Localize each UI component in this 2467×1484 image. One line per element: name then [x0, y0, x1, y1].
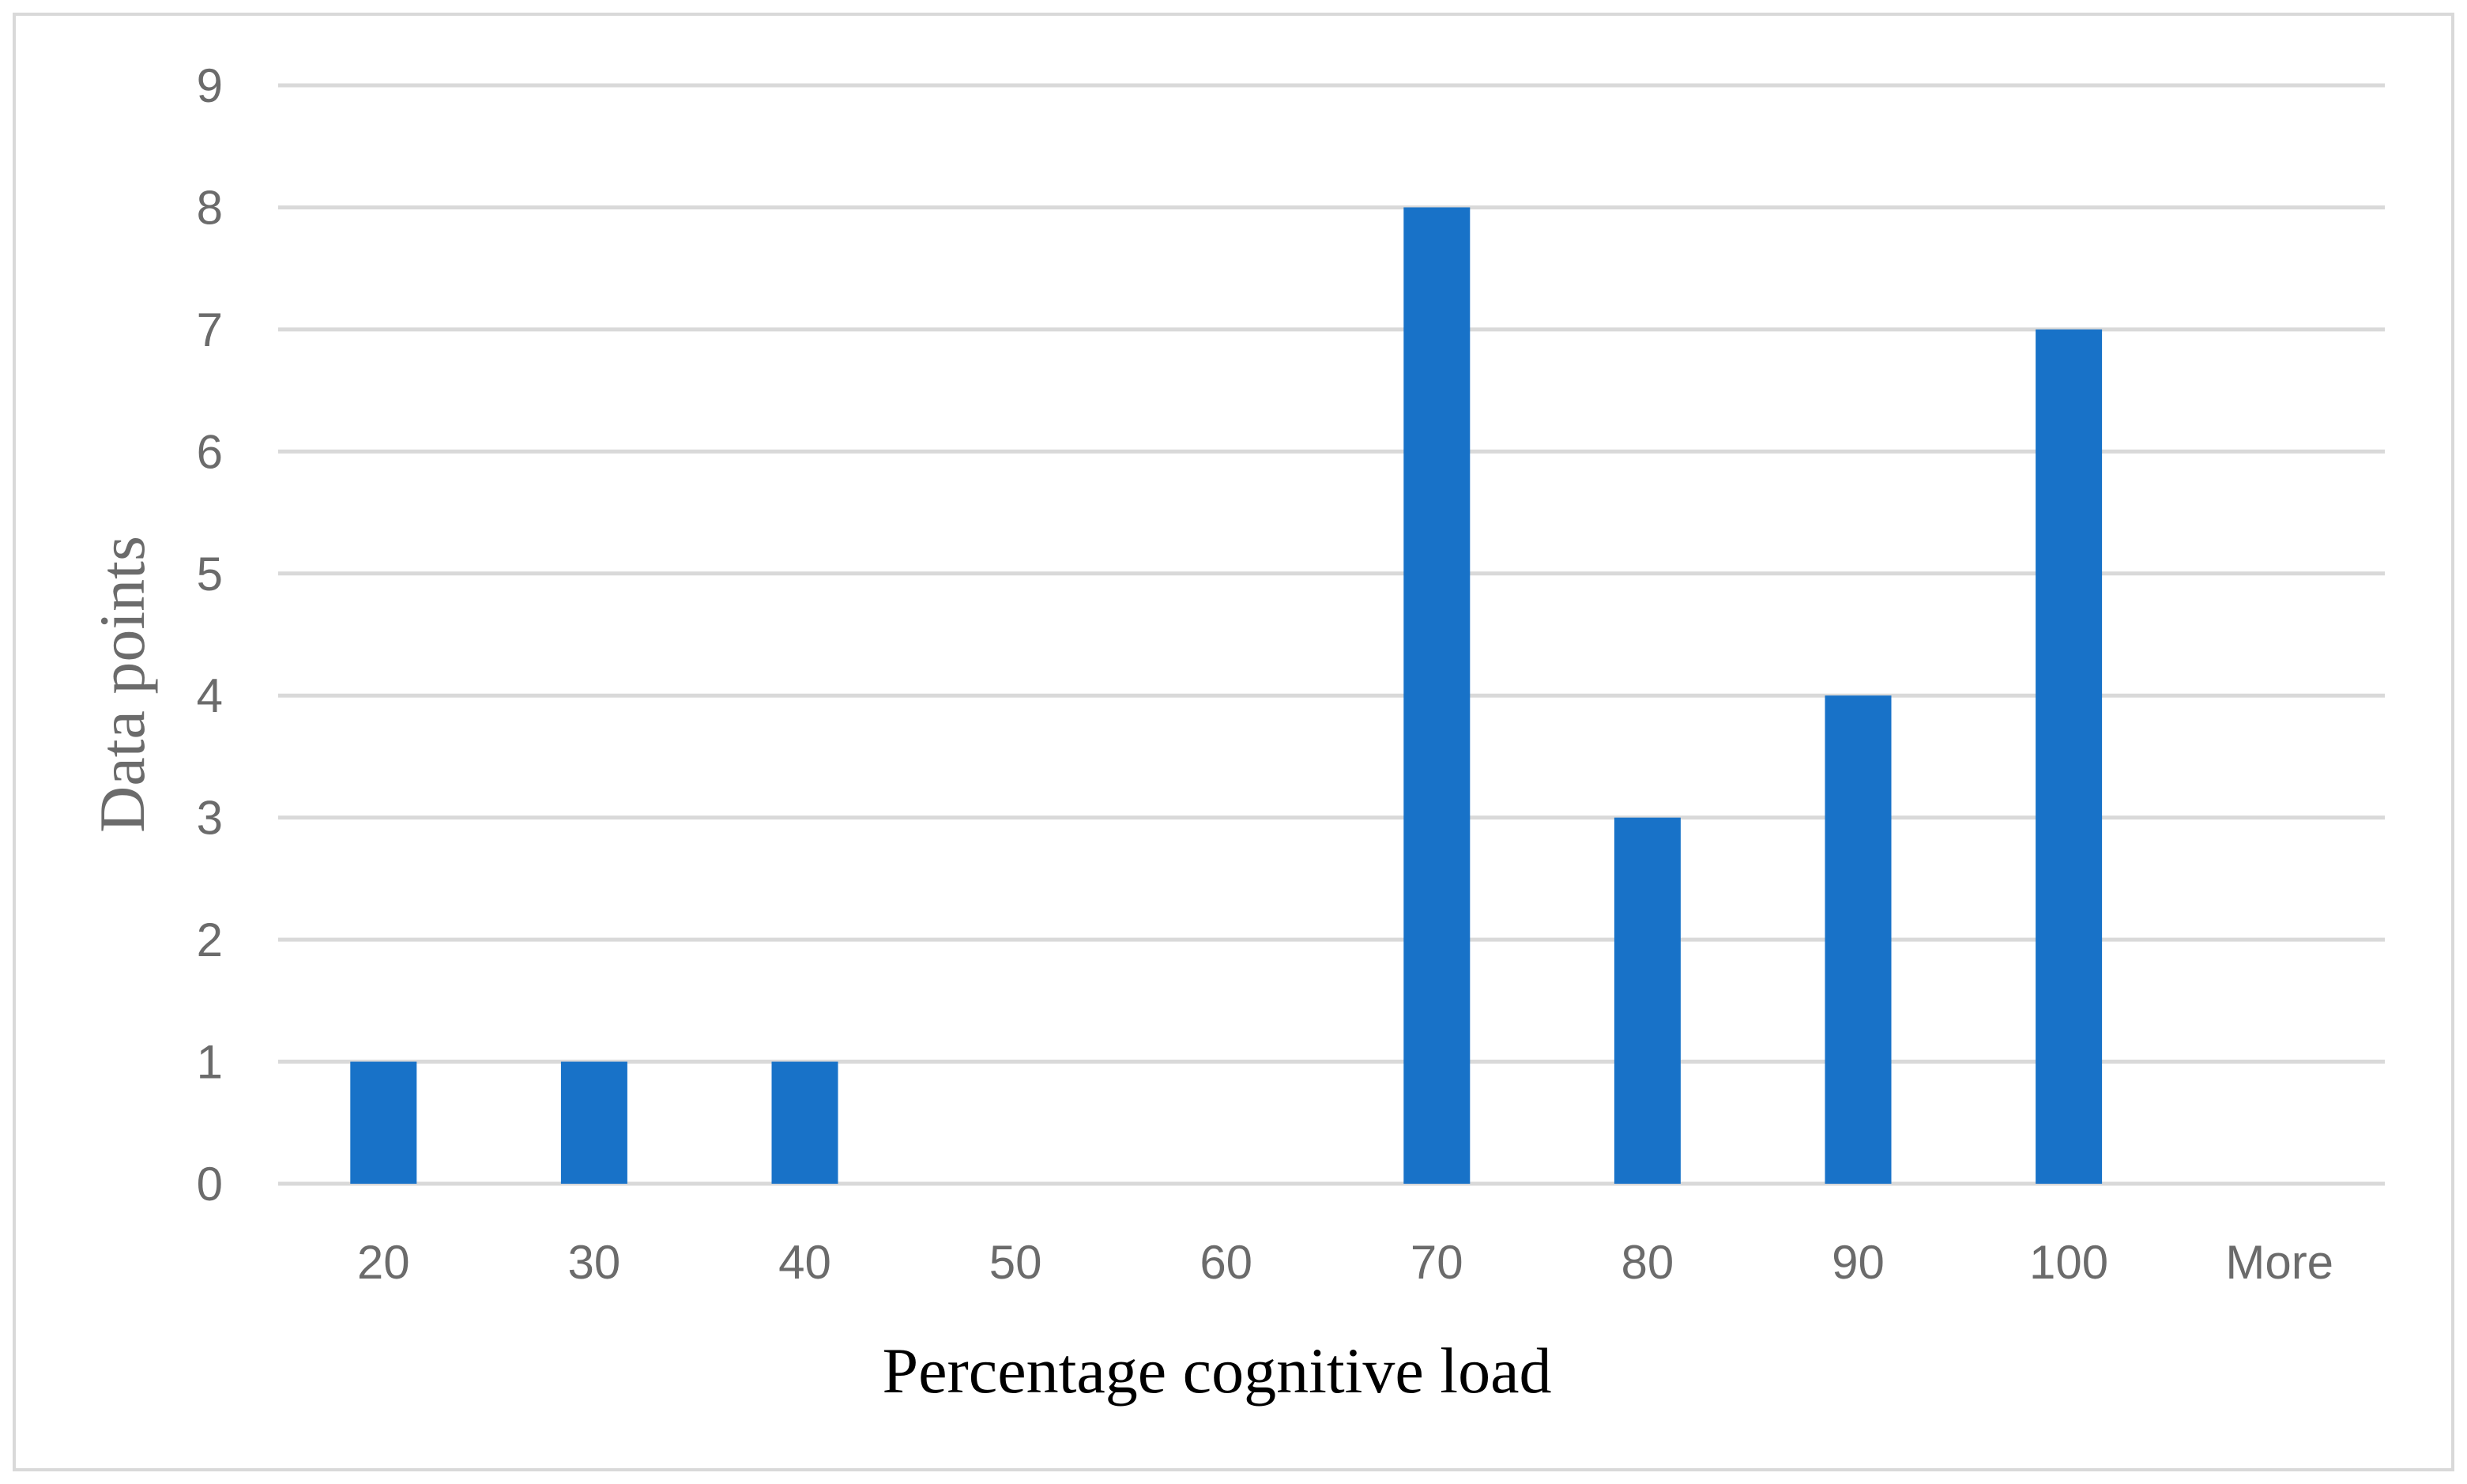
y-tick-label-0: 0 [197, 1158, 223, 1211]
bar-100 [2036, 329, 2103, 1184]
y-tick-label-3: 3 [197, 792, 223, 845]
y-tick-label-2: 2 [197, 913, 223, 966]
x-tick-label-70: 70 [1411, 1236, 1463, 1289]
y-tick-label-5: 5 [197, 548, 223, 601]
bar-80 [1614, 817, 1681, 1184]
x-tick-label-40: 40 [778, 1236, 831, 1289]
y-tick-label-7: 7 [197, 303, 223, 356]
x-tick-label-20: 20 [357, 1236, 410, 1289]
bar-30 [560, 1061, 627, 1184]
x-tick-label-60: 60 [1200, 1236, 1252, 1289]
x-tick-label-more: More [2225, 1236, 2333, 1289]
x-tick-labels: 20 30 40 50 60 70 80 90 100 More [357, 1236, 2333, 1289]
y-tick-label-6: 6 [197, 425, 223, 478]
y-tick-label-4: 4 [197, 669, 223, 722]
y-tick-label-9: 9 [197, 59, 223, 112]
x-tick-label-80: 80 [1621, 1236, 1674, 1289]
gridlines [278, 83, 2385, 1186]
y-tick-label-8: 8 [197, 181, 223, 234]
y-tick-label-1: 1 [197, 1036, 223, 1089]
bar-90 [1825, 695, 1892, 1184]
bars [350, 207, 2103, 1184]
y-tick-labels: 0 1 2 3 4 5 6 7 8 9 [197, 59, 223, 1211]
x-tick-label-90: 90 [1832, 1236, 1885, 1289]
bar-70 [1403, 207, 1471, 1184]
x-tick-label-100: 100 [2029, 1236, 2108, 1289]
x-tick-label-50: 50 [989, 1236, 1042, 1289]
x-tick-label-30: 30 [568, 1236, 621, 1289]
y-axis-title: Data points [86, 536, 158, 833]
x-axis-title: Percentage cognitive load [883, 1335, 1552, 1407]
bar-40 [771, 1061, 838, 1184]
bar-20 [350, 1061, 417, 1184]
